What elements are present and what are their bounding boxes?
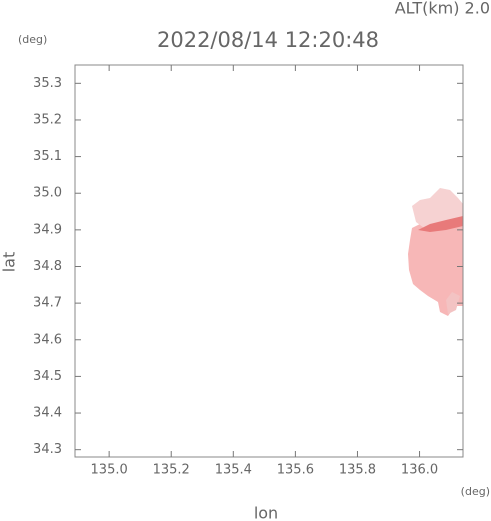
x-unit: (deg) [461, 485, 490, 498]
x-tick-label: 135.6 [277, 463, 314, 478]
y-tick-label: 34.3 [33, 442, 62, 457]
x-tick-label: 135.4 [215, 463, 252, 478]
x-axis-label: lon [254, 504, 278, 521]
y-tick-label: 34.8 [33, 259, 62, 274]
y-unit: (deg) [18, 33, 47, 46]
echo-core [418, 216, 463, 232]
radar-echo [408, 188, 463, 316]
y-tick-label: 34.4 [33, 406, 62, 421]
echo-area-light [412, 188, 463, 228]
y-tick-label: 34.7 [33, 296, 62, 311]
x-tick-label: 135.0 [91, 463, 128, 478]
x-tick-label: 136.0 [401, 463, 438, 478]
y-tick-label: 35.2 [33, 112, 62, 127]
y-axis-label: lat [0, 252, 19, 273]
x-tick-label: 135.2 [153, 463, 190, 478]
y-tick-label: 35.3 [33, 76, 62, 91]
y-tick-label: 34.5 [33, 369, 62, 384]
chart-title: 2022/08/14 12:20:48 [157, 28, 379, 52]
echo-area [408, 212, 463, 316]
echo-area [446, 292, 460, 314]
y-tick-label: 34.9 [33, 222, 62, 237]
y-tick-label: 34.6 [33, 332, 62, 347]
x-tick-label: 135.8 [339, 463, 376, 478]
y-tick-label: 35.0 [33, 186, 62, 201]
plot-frame [74, 64, 464, 458]
altitude: ALT(km) 2.0 [395, 0, 490, 18]
y-tick-label: 35.1 [33, 149, 62, 164]
